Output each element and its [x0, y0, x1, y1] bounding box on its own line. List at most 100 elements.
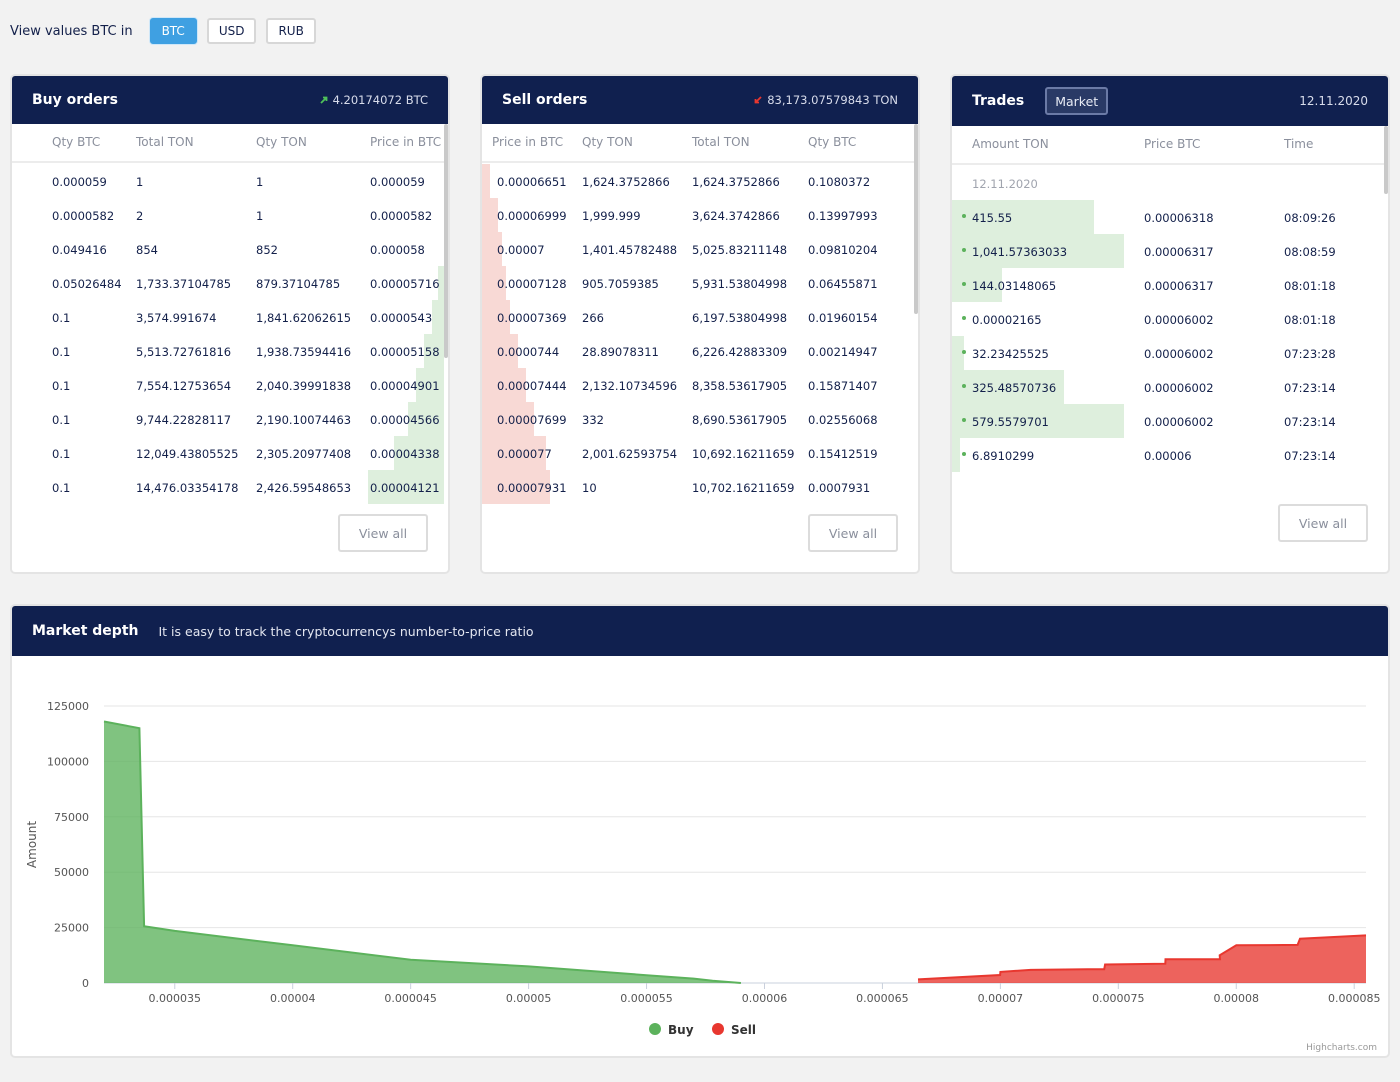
table-cell: 0.00007444 [497, 379, 567, 393]
x-tick-label: 0.00007 [978, 992, 1024, 1005]
divider [952, 163, 1388, 165]
column-header: Price BTC [1144, 137, 1201, 151]
table-cell: 0.00004121 [370, 481, 440, 495]
table-cell: 6,197.53804998 [692, 311, 788, 325]
y-tick-label: 25000 [54, 922, 89, 935]
sell-line[interactable] [917, 934, 1367, 981]
trade-volume-bar [952, 438, 960, 472]
table-cell: 0.00006002 [1144, 347, 1214, 361]
column-header: Qty TON [256, 135, 307, 149]
trades-panel: Trades Market 12.11.2020 Amount TON Pric… [952, 76, 1388, 572]
legend-buy-marker[interactable] [649, 1023, 661, 1035]
table-cell: 0.1 [52, 345, 71, 359]
depth-bar [482, 198, 498, 232]
table-cell: 08:09:26 [1284, 211, 1336, 225]
x-tick-label: 0.00006 [742, 992, 788, 1005]
y-tick-label: 125000 [47, 700, 89, 713]
x-tick-label: 0.000075 [1092, 992, 1145, 1005]
table-cell: 12,049.43805525 [136, 447, 239, 461]
scrollbar[interactable] [1384, 126, 1388, 194]
buy-line[interactable] [103, 720, 741, 984]
market-depth-panel: Market depth It is easy to track the cry… [12, 606, 1388, 1056]
table-cell: 2,040.39991838 [256, 379, 352, 393]
table-cell: 2 [136, 209, 144, 223]
table-cell: 905.7059385 [582, 277, 659, 291]
table-cell: 0.09810204 [808, 243, 878, 257]
depth-bar [482, 334, 518, 368]
x-tick-label: 0.00008 [1214, 992, 1260, 1005]
currency-selector: View values BTC in BTC USD RUB [10, 18, 326, 44]
market-button[interactable]: Market [1045, 87, 1109, 115]
buy-orders-panel: Buy orders 4.20174072 BTC Qty BTC Total … [12, 76, 448, 572]
market-depth-title: Market depth [32, 623, 139, 639]
trades-title: Trades [972, 93, 1025, 109]
y-tick-label: 75000 [54, 811, 89, 824]
table-cell: 0.1 [52, 379, 71, 393]
buy-view-all-button[interactable]: View all [338, 514, 428, 552]
table-cell: 852 [256, 243, 278, 257]
divider [482, 161, 918, 163]
y-axis-label: Amount [25, 821, 39, 868]
legend-sell-label[interactable]: Sell [731, 1023, 756, 1037]
sell-orders-panel: Sell orders 83,173.07579843 TON Price in… [482, 76, 918, 572]
chart-credit[interactable]: Highcharts.com [1306, 1043, 1377, 1053]
column-header: Price in BTC [492, 135, 564, 149]
column-header: Qty BTC [52, 135, 101, 149]
depth-bar [438, 266, 444, 300]
depth-bar [482, 436, 546, 470]
y-tick-label: 50000 [54, 866, 89, 879]
buy-area[interactable] [104, 721, 741, 984]
table-cell: 08:01:18 [1284, 313, 1336, 327]
sell-orders-total: 83,173.07579843 TON [767, 93, 898, 107]
table-cell: 0.15412519 [808, 447, 878, 461]
table-cell: 0.13997993 [808, 209, 878, 223]
depth-bar [424, 334, 444, 368]
column-header: Amount TON [972, 137, 1049, 151]
trade-volume-bar [952, 404, 1124, 438]
currency-usd-button[interactable]: USD [206, 18, 257, 44]
buy-orders-summary: 4.20174072 BTC [319, 93, 428, 107]
table-cell: 0.00004566 [370, 413, 440, 427]
depth-bar [482, 368, 526, 402]
table-cell: 14,476.03354178 [136, 481, 239, 495]
x-tick-label: 0.000045 [384, 992, 437, 1005]
x-tick-label: 0.000035 [149, 992, 202, 1005]
table-cell: 7,554.12753654 [136, 379, 232, 393]
table-cell: 2,305.20977408 [256, 447, 352, 461]
depth-bar [368, 470, 444, 504]
table-cell: 0.0007931 [808, 481, 871, 495]
legend-buy-label[interactable]: Buy [668, 1023, 694, 1037]
table-cell: 1,624.3752866 [692, 175, 780, 189]
table-cell: 854 [136, 243, 158, 257]
sell-area[interactable] [918, 935, 1366, 983]
table-cell: 8,358.53617905 [692, 379, 788, 393]
table-cell: 9,744.22828117 [136, 413, 232, 427]
currency-rub-button[interactable]: RUB [266, 18, 316, 44]
scrollbar[interactable] [914, 124, 918, 314]
table-cell: 0.00006317 [1144, 279, 1214, 293]
trades-date: 12.11.2020 [1299, 94, 1368, 108]
table-cell: 1 [256, 209, 264, 223]
table-cell: 32.23425525 [972, 347, 1049, 361]
trades-view-all-button[interactable]: View all [1278, 504, 1368, 542]
table-cell: 0.00006 [1144, 449, 1192, 463]
table-cell: 1,401.45782488 [582, 243, 678, 257]
table-cell: 10,702.16211659 [692, 481, 795, 495]
table-cell: 1,041.57363033 [972, 245, 1068, 259]
table-cell: 0.00007931 [497, 481, 567, 495]
currency-btc-button[interactable]: BTC [149, 18, 197, 44]
depth-bar [482, 164, 490, 198]
depth-bar [408, 402, 444, 436]
table-cell: 2,190.10074463 [256, 413, 352, 427]
scrollbar[interactable] [444, 124, 448, 358]
trades-header: Trades Market 12.11.2020 [952, 76, 1388, 126]
legend-sell-marker[interactable] [712, 1023, 724, 1035]
table-cell: 0.00005158 [370, 345, 440, 359]
table-cell: 1,999.999 [582, 209, 641, 223]
depth-bar [432, 300, 444, 334]
sell-orders-title: Sell orders [502, 92, 588, 108]
table-cell: 0.00006317 [1144, 245, 1214, 259]
table-cell: 0.0000543 [370, 311, 433, 325]
sell-view-all-button[interactable]: View all [808, 514, 898, 552]
depth-bar [416, 368, 444, 402]
